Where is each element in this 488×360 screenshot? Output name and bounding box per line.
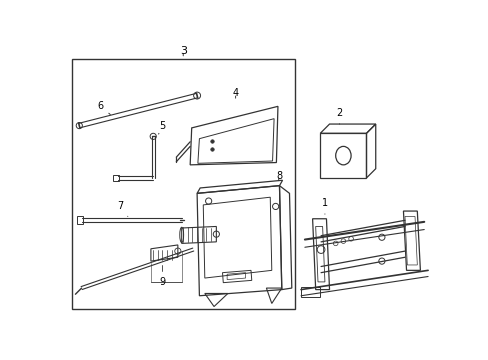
Text: 8: 8 (276, 171, 282, 181)
Text: 9: 9 (159, 265, 165, 287)
Text: 4: 4 (232, 88, 238, 98)
Text: 1: 1 (321, 198, 327, 214)
Text: 3: 3 (180, 46, 186, 56)
Text: 5: 5 (158, 121, 165, 134)
Text: 2: 2 (336, 108, 342, 124)
Text: 6: 6 (98, 101, 110, 114)
Text: 7: 7 (117, 202, 127, 216)
